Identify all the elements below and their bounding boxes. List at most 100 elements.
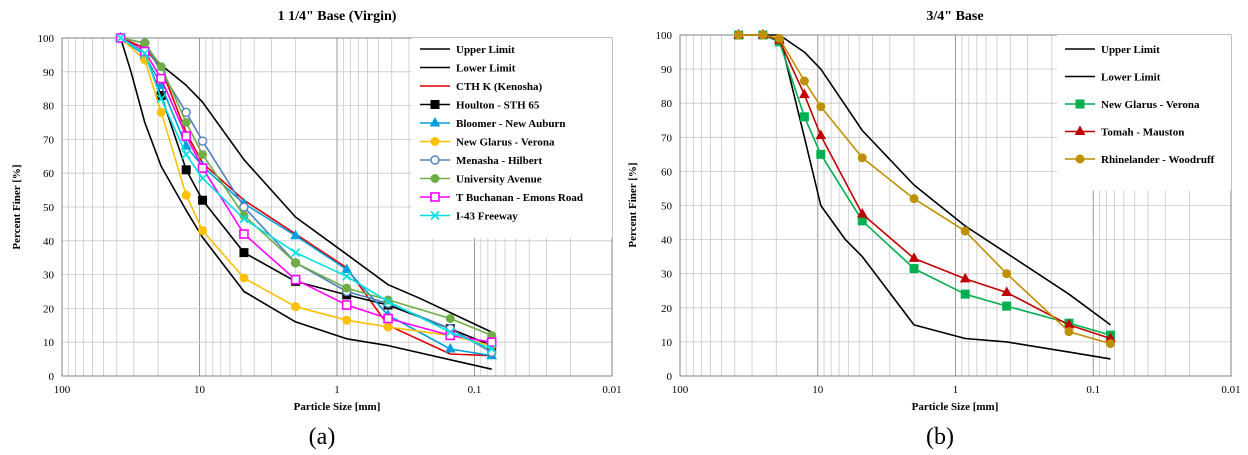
x-tick-label: 1 bbox=[334, 384, 340, 396]
legend-entry: T Buchanan - Emons Road bbox=[420, 192, 583, 204]
y-tick-label: 50 bbox=[661, 201, 673, 213]
legend-label: Lower Limit bbox=[456, 63, 516, 75]
data-point bbox=[960, 289, 970, 299]
y-tick-label: 0 bbox=[49, 371, 55, 383]
data-point bbox=[815, 129, 827, 140]
y-tick-label: 50 bbox=[43, 202, 55, 214]
data-point bbox=[383, 313, 393, 324]
data-point bbox=[341, 300, 352, 310]
legend-entry: Rhinelander - Woodruff bbox=[1065, 154, 1215, 166]
legend-entry: New Glarus - Verona bbox=[420, 137, 555, 149]
y-tick-label: 70 bbox=[661, 132, 673, 144]
x-tick-label: 0.01 bbox=[1221, 384, 1240, 396]
data-point bbox=[197, 136, 208, 146]
series-line bbox=[778, 34, 1111, 360]
y-tick-label: 0 bbox=[667, 371, 673, 383]
legend-entry: CTH K (Kenosha) bbox=[420, 81, 543, 93]
data-point bbox=[156, 62, 166, 72]
x-tick-label: 0.1 bbox=[1086, 384, 1100, 396]
data-point bbox=[856, 208, 868, 218]
legend-entry: New Glarus - Verona bbox=[1065, 99, 1200, 111]
legend-label: University Avenue bbox=[456, 174, 542, 186]
x-axis-label: Particle Size [mm] bbox=[912, 401, 999, 413]
legend-entry: Menasha - Hilbert bbox=[420, 155, 542, 167]
legend-entry: Lower Limit bbox=[420, 63, 516, 75]
legend-label: Tomah - Mauston bbox=[1101, 127, 1184, 139]
data-point bbox=[181, 131, 191, 141]
legend-entry: Upper Limit bbox=[420, 44, 515, 56]
legend: Upper Limit Lower Limit New Glarus - Veron… bbox=[1057, 35, 1231, 191]
data-point bbox=[341, 263, 353, 274]
series-line bbox=[762, 34, 1111, 326]
x-tick-label: 100 bbox=[672, 384, 689, 396]
y-tick-label: 100 bbox=[656, 30, 673, 42]
y-tick-label: 10 bbox=[661, 337, 673, 349]
x-tick-label: 0.01 bbox=[602, 384, 621, 396]
legend-entry: Houlton - STH 65 bbox=[420, 100, 540, 112]
data-point bbox=[799, 88, 810, 99]
series-5 bbox=[734, 30, 1115, 349]
data-point bbox=[181, 150, 191, 160]
series-1 bbox=[762, 34, 1111, 326]
y-tick-label: 90 bbox=[661, 64, 673, 76]
x-tick-label: 10 bbox=[812, 384, 824, 396]
data-point bbox=[198, 226, 208, 236]
data-point bbox=[180, 140, 192, 150]
y-tick-label: 80 bbox=[43, 101, 55, 113]
data-point bbox=[960, 226, 970, 236]
legend-label: New Glarus - Verona bbox=[456, 137, 555, 149]
figure-caption: (b) bbox=[926, 424, 954, 450]
y-axis-label: Percent Finer [%] bbox=[11, 164, 23, 249]
legend-label: Upper Limit bbox=[1101, 44, 1160, 56]
legend-entry: Tomah - Mauston bbox=[1065, 125, 1184, 139]
data-point bbox=[799, 76, 809, 86]
y-tick-label: 80 bbox=[661, 98, 673, 110]
legend-label: CTH K (Kenosha) bbox=[456, 81, 543, 93]
data-point bbox=[799, 112, 809, 122]
data-point bbox=[383, 297, 393, 307]
data-point bbox=[239, 248, 249, 258]
y-tick-label: 70 bbox=[43, 134, 55, 146]
chart-1: 0 10 20 30 40 50 60 70 80 90 100 100 10 1 0.1 0.01 1 1/4… bbox=[11, 9, 622, 450]
plot-frame bbox=[679, 34, 1232, 377]
x-axis-label: Particle Size [mm] bbox=[294, 401, 381, 413]
y-tick-label: 60 bbox=[43, 168, 55, 180]
legend-entry: Upper Limit bbox=[1065, 44, 1160, 56]
data-point bbox=[342, 283, 352, 293]
data-point bbox=[445, 314, 455, 324]
data-point bbox=[181, 190, 191, 200]
data-point bbox=[774, 33, 784, 43]
figure-caption: (a) bbox=[309, 424, 336, 450]
y-tick-label: 20 bbox=[43, 303, 55, 315]
series-line bbox=[119, 37, 492, 370]
data-point bbox=[198, 195, 208, 205]
x-tick-label: 100 bbox=[54, 384, 71, 396]
data-point bbox=[816, 102, 826, 112]
data-point bbox=[239, 273, 249, 283]
data-point bbox=[1001, 286, 1013, 296]
legend-label: Bloomer - New Auburn bbox=[456, 118, 566, 130]
y-tick-label: 30 bbox=[43, 270, 55, 282]
data-point bbox=[909, 264, 919, 274]
data-point bbox=[734, 30, 744, 40]
legend-marker bbox=[429, 116, 441, 127]
series-8 bbox=[116, 33, 497, 340]
legend-entry: I-43 Freeway bbox=[420, 211, 518, 223]
series-2 bbox=[778, 34, 1111, 360]
chart-title: 3/4" Base bbox=[926, 9, 983, 24]
y-tick-label: 20 bbox=[661, 303, 673, 315]
legend: Upper Limit Lower Limit CTH K (Kenosha) Hou… bbox=[412, 38, 612, 238]
legend-label: Menasha - Hilbert bbox=[456, 155, 542, 167]
y-tick-label: 90 bbox=[43, 67, 55, 79]
legend-marker bbox=[1075, 99, 1085, 109]
data-point bbox=[116, 33, 126, 43]
data-point bbox=[198, 150, 208, 160]
data-point bbox=[486, 337, 497, 348]
legend-label: I-43 Freeway bbox=[456, 211, 518, 223]
x-tick-label: 1 bbox=[953, 384, 959, 396]
data-point bbox=[140, 48, 150, 58]
data-point bbox=[290, 274, 301, 285]
data-point bbox=[816, 149, 826, 159]
chart-2: 0 10 20 30 40 50 60 70 80 90 100 100 10 1 0.1 0.01 3/4" … bbox=[627, 9, 1241, 450]
